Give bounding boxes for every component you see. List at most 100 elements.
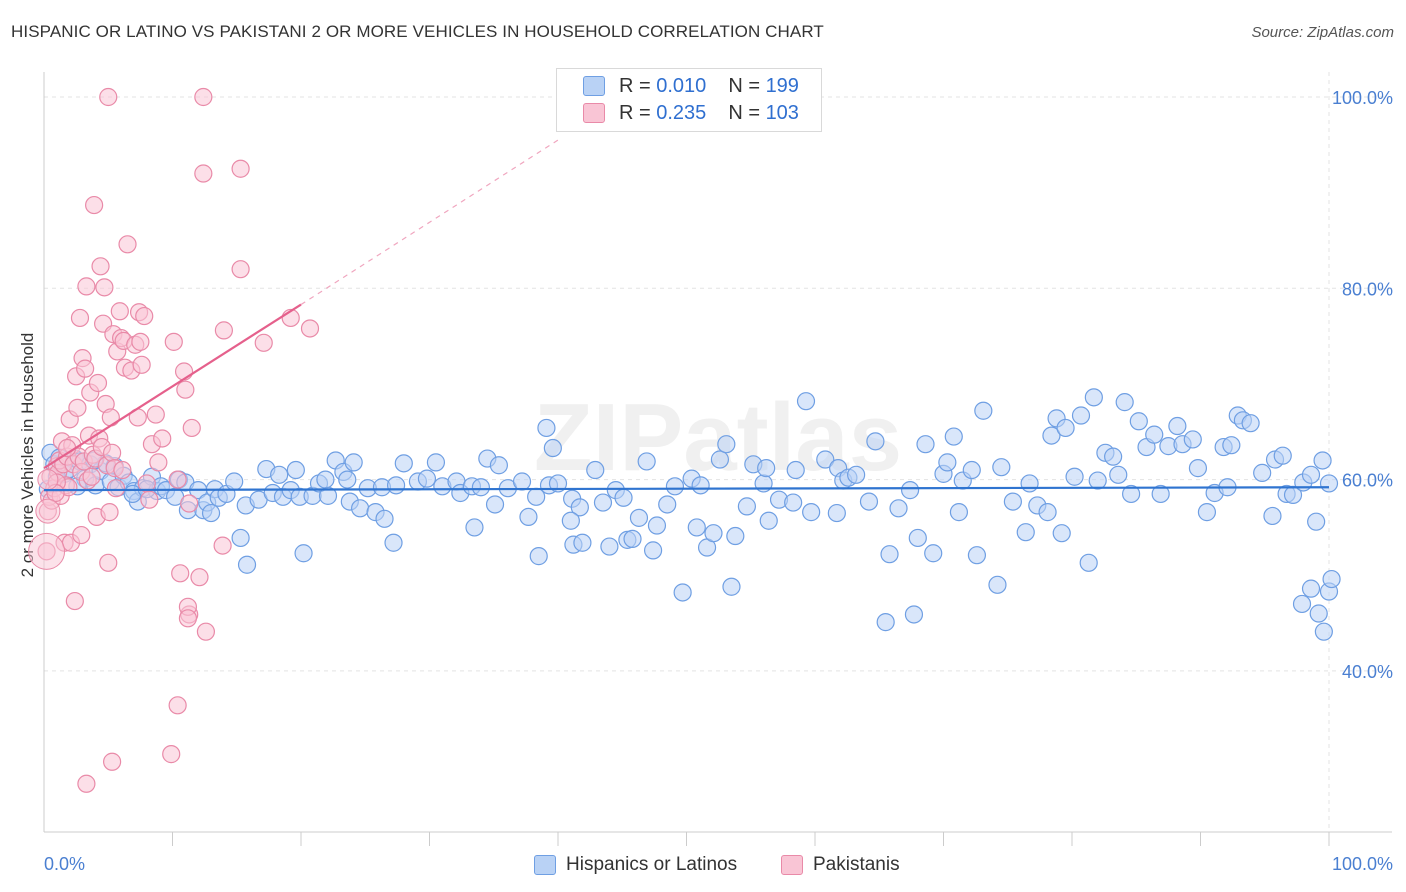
point-hispanic	[1301, 465, 1321, 484]
point-hispanic	[225, 472, 244, 491]
y-tick-label: 80.0%	[1342, 279, 1393, 299]
y-tick-label: 100.0%	[1332, 88, 1393, 108]
point-pakistani	[77, 277, 96, 296]
point-hispanic	[570, 498, 589, 517]
point-pakistani	[149, 453, 168, 472]
point-hispanic	[647, 516, 667, 535]
point-pakistani	[168, 696, 187, 715]
point-hispanic	[1071, 406, 1091, 425]
point-hispanic	[294, 544, 313, 563]
trend-line-pakistanis-extension	[300, 139, 559, 306]
point-pakistani	[101, 408, 120, 427]
chart-title: HISPANIC OR LATINO VS PAKISTANI 2 OR MOR…	[11, 22, 824, 41]
point-hispanic	[784, 493, 803, 512]
point-hispanic	[338, 470, 357, 489]
point-pakistani	[103, 752, 122, 771]
legend-n-label: N =	[728, 101, 760, 124]
point-hispanic	[944, 427, 963, 446]
point-hispanic	[1222, 436, 1241, 455]
point-hispanic	[859, 492, 879, 511]
point-hispanic	[722, 577, 741, 596]
point-hispanic	[1016, 523, 1035, 542]
point-pakistani	[300, 319, 320, 338]
point-hispanic	[512, 472, 532, 491]
point-hispanic	[561, 511, 580, 530]
point-hispanic	[726, 526, 745, 546]
legend-item-pakistanis[interactable]: Pakistanis	[781, 852, 900, 878]
point-pakistani	[178, 609, 198, 628]
point-hispanic	[974, 401, 993, 420]
point-pakistani-cluster	[37, 469, 59, 491]
point-hispanic	[687, 518, 706, 537]
legend-swatch-pink	[583, 103, 605, 123]
point-hispanic	[1253, 463, 1272, 483]
point-hispanic	[629, 508, 649, 527]
point-hispanic	[529, 547, 548, 566]
legend-item-hispanics[interactable]: Hispanics or Latinos	[534, 852, 737, 878]
point-hispanic	[949, 503, 969, 522]
point-pakistani	[196, 622, 216, 641]
point-hispanic	[485, 495, 505, 514]
point-hispanic	[231, 528, 250, 548]
point-hispanic	[637, 452, 656, 471]
point-pakistani	[103, 443, 122, 462]
point-hispanic	[1151, 484, 1170, 504]
point-hispanic	[1307, 512, 1326, 531]
point-hispanic	[1301, 579, 1321, 598]
point-hispanic	[1322, 569, 1341, 589]
point-hispanic	[908, 528, 927, 548]
trend-line-pakistanis	[43, 303, 302, 470]
point-pakistani	[68, 398, 87, 417]
legend-swatch-blue	[583, 76, 605, 96]
point-hispanic	[658, 495, 677, 514]
point-pakistani	[70, 308, 90, 328]
y-tick-label: 60.0%	[1342, 471, 1393, 491]
point-hispanic	[876, 613, 895, 632]
point-pakistani	[194, 164, 213, 183]
point-hispanic	[1129, 412, 1148, 431]
point-pakistani	[168, 470, 187, 489]
point-hispanic	[1183, 430, 1202, 449]
point-hispanic	[465, 518, 484, 537]
point-hispanic	[600, 537, 619, 556]
point-hispanic	[1052, 524, 1071, 543]
point-pakistani	[190, 568, 209, 587]
point-hispanic	[757, 459, 776, 478]
point-pakistani	[85, 195, 104, 215]
point-pakistani	[174, 362, 194, 381]
point-pakistani	[131, 332, 150, 351]
point-hispanic	[1122, 484, 1141, 504]
point-hispanic	[938, 453, 957, 472]
point-hispanic	[286, 460, 305, 480]
point-hispanic	[318, 486, 338, 505]
point-hispanic	[967, 546, 987, 565]
legend-label: Hispanics or Latinos	[566, 854, 738, 875]
legend-n-label: N =	[728, 74, 760, 97]
point-hispanic	[816, 450, 835, 469]
point-hispanic	[1197, 503, 1217, 522]
point-hispanic	[827, 503, 846, 523]
point-hispanic	[593, 493, 613, 512]
point-hispanic	[537, 418, 556, 438]
point-pakistani	[88, 373, 108, 393]
point-hispanic	[992, 458, 1011, 477]
point-pakistani	[77, 774, 96, 793]
point-pakistani	[110, 302, 129, 321]
point-pakistani	[91, 257, 110, 276]
point-hispanic	[237, 555, 257, 574]
point-pakistani	[164, 332, 183, 351]
point-hispanic	[1314, 622, 1333, 641]
point-hispanic	[386, 476, 406, 495]
point-hispanic	[351, 499, 370, 518]
point-hispanic	[1292, 594, 1312, 614]
point-hispanic	[489, 456, 508, 475]
point-pakistani	[153, 429, 172, 448]
point-hispanic	[988, 575, 1007, 594]
series-pakistanis-points	[28, 87, 320, 793]
point-pakistani	[72, 525, 91, 545]
point-hispanic	[916, 435, 935, 454]
point-hispanic	[375, 509, 394, 528]
point-hispanic	[1056, 418, 1075, 438]
point-hispanic	[786, 460, 805, 480]
point-hispanic	[201, 503, 221, 523]
